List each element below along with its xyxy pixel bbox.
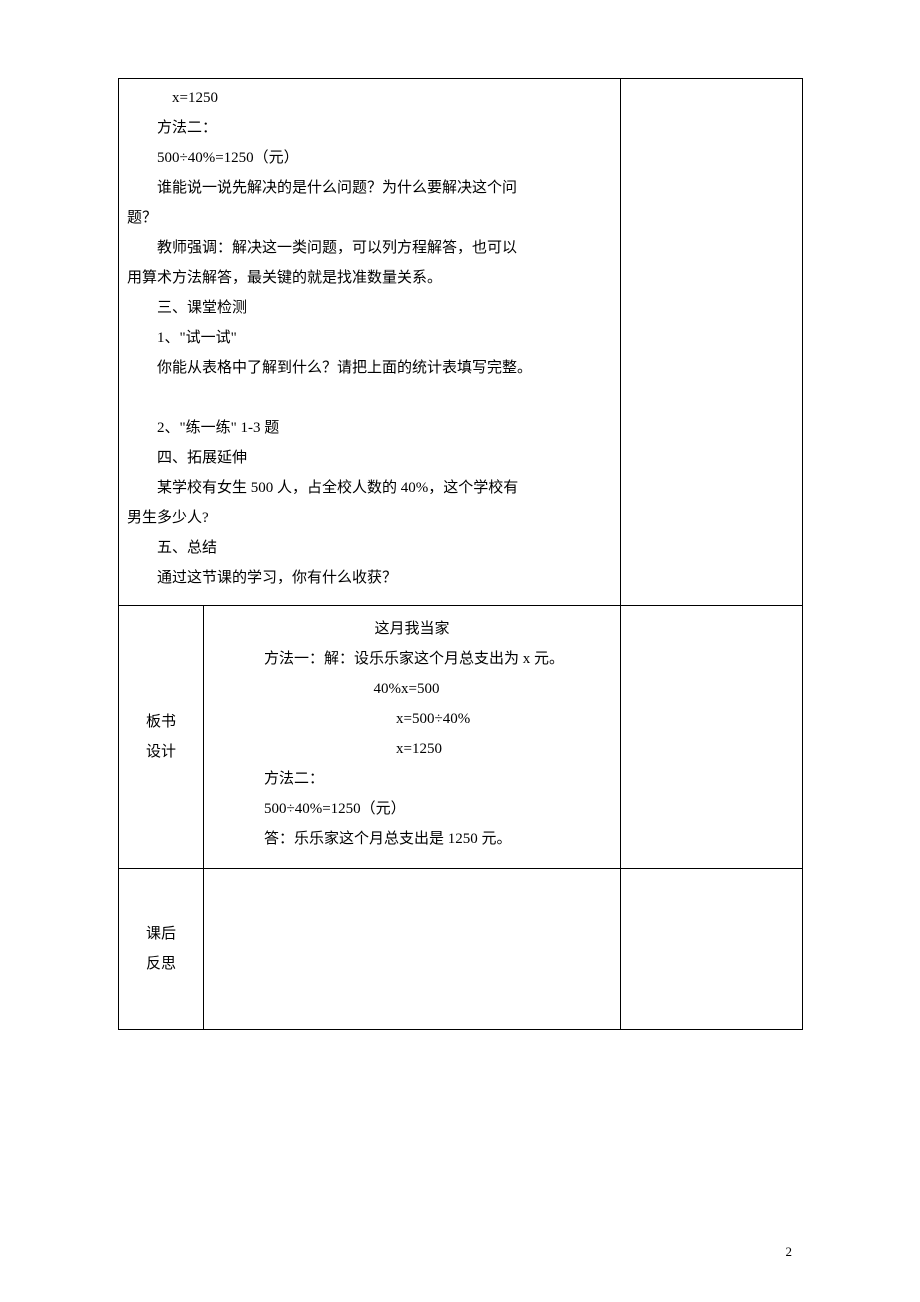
content-line: 三、课堂检测 <box>127 293 612 323</box>
content-line: 谁能说一说先解决的是什么问题？为什么要解决这个问 <box>127 173 612 203</box>
lesson-plan-table: x=1250方法二：500÷40%=1250（元）谁能说一说先解决的是什么问题？… <box>118 78 803 1030</box>
board-line: 方法一：解：设乐乐家这个月总支出为 x 元。 <box>216 644 608 674</box>
content-line: 通过这节课的学习，你有什么收获？ <box>127 563 612 593</box>
board-design-content: 这月我当家方法一：解：设乐乐家这个月总支出为 x 元。40%x=500x=500… <box>204 606 621 869</box>
board-line: 40%x=500 <box>216 674 608 704</box>
board-line: 这月我当家 <box>216 614 608 644</box>
label-text-line2: 反思 <box>119 949 203 979</box>
reflection-label: 课后 反思 <box>119 869 204 1030</box>
board-line: x=1250 <box>216 734 608 764</box>
board-line: x=500÷40% <box>216 704 608 734</box>
board-line: 答：乐乐家这个月总支出是 1250 元。 <box>216 824 608 854</box>
label-text-line2: 设计 <box>119 737 203 767</box>
reflection-content <box>204 869 621 1030</box>
content-row: x=1250方法二：500÷40%=1250（元）谁能说一说先解决的是什么问题？… <box>119 79 803 606</box>
label-text-line1: 课后 <box>119 919 203 949</box>
content-line: 五、总结 <box>127 533 612 563</box>
content-line: 题？ <box>127 203 612 233</box>
right-empty-cell-3 <box>621 869 803 1030</box>
right-empty-cell-2 <box>621 606 803 869</box>
right-empty-cell-1 <box>621 79 803 606</box>
main-content-cell: x=1250方法二：500÷40%=1250（元）谁能说一说先解决的是什么问题？… <box>119 79 621 606</box>
content-line: 2、"练一练" 1-3 题 <box>127 413 612 443</box>
content-line: 某学校有女生 500 人，占全校人数的 40%，这个学校有 <box>127 473 612 503</box>
content-line: 1、"试一试" <box>127 323 612 353</box>
content-line: x=1250 <box>127 83 612 113</box>
content-line: 500÷40%=1250（元） <box>127 143 612 173</box>
content-line: 方法二： <box>127 113 612 143</box>
content-line: 教师强调：解决这一类问题，可以列方程解答，也可以 <box>127 233 612 263</box>
label-text-line1: 板书 <box>119 707 203 737</box>
reflection-row: 课后 反思 <box>119 869 803 1030</box>
board-line: 500÷40%=1250（元） <box>216 794 608 824</box>
page-number: 2 <box>786 1244 793 1260</box>
board-line: 方法二： <box>216 764 608 794</box>
content-line: 你能从表格中了解到什么？请把上面的统计表填写完整。 <box>127 353 612 383</box>
board-design-row: 板书 设计 这月我当家方法一：解：设乐乐家这个月总支出为 x 元。40%x=50… <box>119 606 803 869</box>
content-line: 男生多少人? <box>127 503 612 533</box>
content-line: 用算术方法解答，最关键的就是找准数量关系。 <box>127 263 612 293</box>
board-design-label: 板书 设计 <box>119 606 204 869</box>
content-line <box>127 383 612 413</box>
content-line: 四、拓展延伸 <box>127 443 612 473</box>
